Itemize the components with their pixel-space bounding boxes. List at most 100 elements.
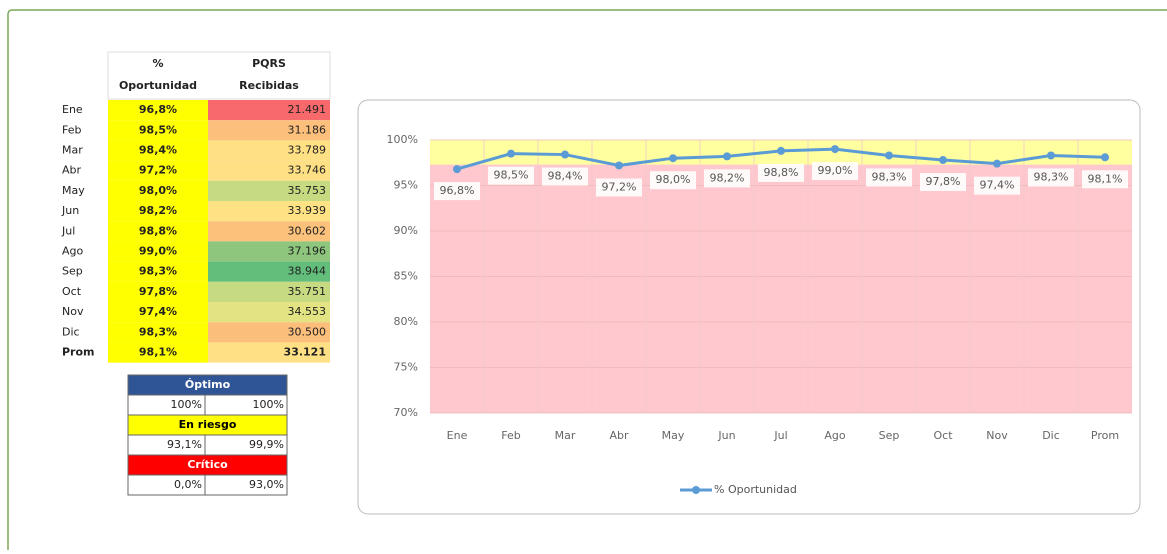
pct-value: 97,4% xyxy=(139,305,177,318)
pqrs-cell xyxy=(208,100,330,121)
y-tick-label: 70% xyxy=(394,406,418,419)
threshold-high: 99,9% xyxy=(249,438,284,451)
point xyxy=(615,161,623,170)
band xyxy=(430,164,1132,413)
x-tick-label: Ago xyxy=(824,429,846,442)
legend-marker xyxy=(692,486,700,494)
pqrs-cell xyxy=(208,342,330,363)
pct-cell xyxy=(108,302,208,323)
pct-cell xyxy=(108,201,208,222)
label-bg xyxy=(542,167,588,186)
pct-cell xyxy=(108,261,208,282)
threshold-high: 93,0% xyxy=(249,478,284,491)
legend-label: % Oportunidad xyxy=(714,483,797,496)
pqrs-cell xyxy=(208,201,330,222)
row-label: Nov xyxy=(62,305,84,318)
x-tick-label: May xyxy=(662,429,685,442)
frame xyxy=(7,9,1167,554)
pqrs-cell xyxy=(208,221,330,242)
pct-cell xyxy=(108,322,208,343)
row-label: May xyxy=(62,184,85,197)
data-label: 99,0% xyxy=(818,164,853,177)
point xyxy=(723,152,731,161)
threshold-label: Crítico xyxy=(187,458,228,471)
pqrs-cell xyxy=(208,281,330,302)
y-tick-label: 80% xyxy=(394,315,418,328)
label-bg xyxy=(596,178,642,197)
label-bg xyxy=(1028,168,1074,187)
threshold-low: 0,0% xyxy=(174,478,202,491)
column-header: PQRS xyxy=(252,57,286,70)
pqrs-value: 34.553 xyxy=(288,305,327,318)
pqrs-cell xyxy=(208,261,330,282)
pct-value: 98,5% xyxy=(139,123,177,136)
pqrs-value: 33.121 xyxy=(284,346,326,359)
pqrs-value: 33.939 xyxy=(288,204,327,217)
column-header: % xyxy=(152,57,163,70)
label-bg xyxy=(704,169,750,188)
pct-cell xyxy=(108,140,208,161)
x-tick-label: Sep xyxy=(879,429,900,442)
point xyxy=(669,154,677,163)
pqrs-cell xyxy=(208,241,330,262)
pct-value: 98,1% xyxy=(139,346,177,359)
pct-cell xyxy=(108,180,208,201)
label-bg xyxy=(488,166,534,185)
row-label: Jun xyxy=(61,204,79,217)
pct-cell xyxy=(108,241,208,262)
x-tick-label: Ene xyxy=(447,429,468,442)
label-bg xyxy=(920,173,966,192)
pqrs-value: 30.500 xyxy=(288,325,327,338)
pct-cell xyxy=(108,281,208,302)
label-bg xyxy=(1082,170,1128,189)
pct-value: 98,8% xyxy=(139,224,177,237)
x-tick-label: Dic xyxy=(1042,429,1060,442)
point xyxy=(993,159,1001,168)
x-tick-label: Nov xyxy=(986,429,1008,442)
label-bg xyxy=(434,182,480,201)
label-bg xyxy=(650,171,696,190)
y-tick-label: 95% xyxy=(394,179,418,192)
pct-value: 98,4% xyxy=(139,144,177,157)
point xyxy=(453,165,461,174)
row-label: Prom xyxy=(62,346,95,359)
pqrs-cell xyxy=(208,140,330,161)
pqrs-cell xyxy=(208,120,330,141)
label-bg xyxy=(758,163,804,182)
threshold-high-cell xyxy=(204,474,288,496)
y-tick-label: 85% xyxy=(394,270,418,283)
pqrs-value: 21.491 xyxy=(288,103,327,116)
data-label: 98,3% xyxy=(872,170,907,183)
pct-value: 98,2% xyxy=(139,204,177,217)
label-bg xyxy=(812,162,858,181)
pct-value: 99,0% xyxy=(139,245,177,258)
row-label: Mar xyxy=(62,144,83,157)
pqrs-value: 37.196 xyxy=(288,245,327,258)
x-tick-label: Oct xyxy=(933,429,953,442)
pct-cell xyxy=(108,120,208,141)
data-label: 98,0% xyxy=(656,173,691,186)
header-bg xyxy=(107,51,331,100)
row-label: Ene xyxy=(62,103,83,116)
threshold-low: 100% xyxy=(171,398,202,411)
row-label: Feb xyxy=(62,123,81,136)
pqrs-value: 35.751 xyxy=(288,285,327,298)
pqrs-value: 35.753 xyxy=(288,184,327,197)
x-tick-label: Jun xyxy=(717,429,735,442)
point xyxy=(1101,153,1109,162)
pqrs-cell xyxy=(208,302,330,323)
data-label: 97,2% xyxy=(602,180,637,193)
row-label: Oct xyxy=(62,285,82,298)
label-bg xyxy=(974,176,1020,195)
pct-value: 97,8% xyxy=(139,285,177,298)
pct-cell xyxy=(108,342,208,363)
y-tick-label: 75% xyxy=(394,361,418,374)
data-label: 98,5% xyxy=(494,169,529,182)
pqrs-value: 30.602 xyxy=(288,224,327,237)
label-bg xyxy=(866,168,912,187)
pqrs-value: 38.944 xyxy=(288,265,327,278)
point xyxy=(1047,151,1055,160)
x-tick-label: Mar xyxy=(555,429,576,442)
